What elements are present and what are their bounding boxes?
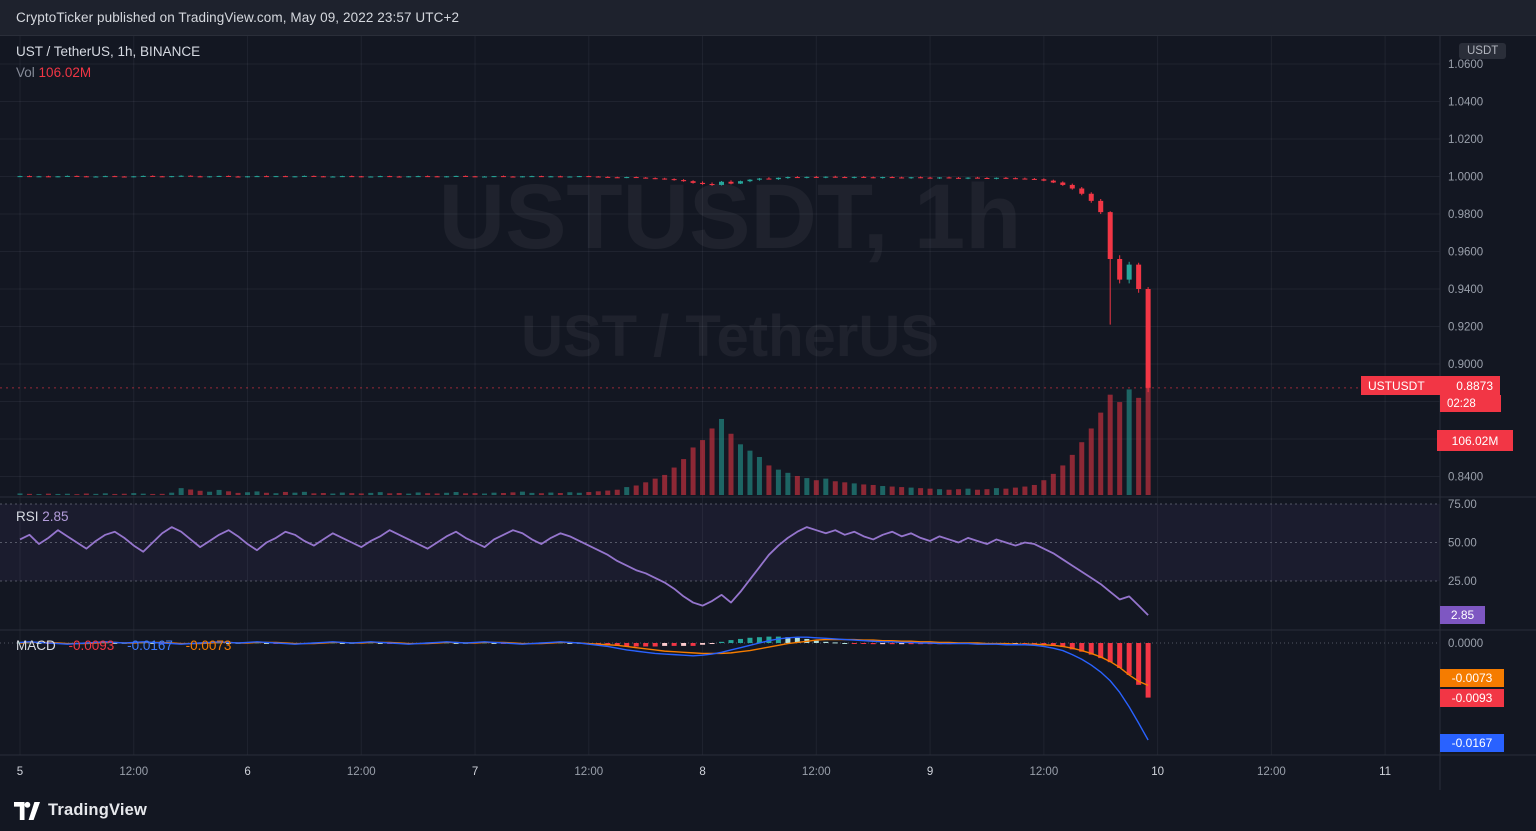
svg-text:8: 8 xyxy=(699,766,705,778)
svg-text:6: 6 xyxy=(244,766,250,778)
volume-legend[interactable]: Vol 106.02M xyxy=(16,65,91,80)
macd-legend-signal-value: -0.0073 xyxy=(185,638,232,653)
svg-text:0.9800: 0.9800 xyxy=(1448,209,1483,221)
svg-text:0.9200: 0.9200 xyxy=(1448,322,1483,334)
svg-text:1.0000: 1.0000 xyxy=(1448,172,1483,184)
chart-svg[interactable]: USTUSDT, 1h UST / TetherUS 1.0600 1.0400 1.0… xyxy=(0,36,1536,790)
header-bar: CryptoTicker published on TradingView.co… xyxy=(0,0,1536,36)
rsi-legend-label: RSI xyxy=(16,509,39,524)
svg-text:12:00: 12:00 xyxy=(1029,766,1058,778)
svg-text:10: 10 xyxy=(1151,766,1164,778)
candle-countdown-badge: 02:28 xyxy=(1440,395,1501,412)
svg-text:UST / TetherUS: UST / TetherUS xyxy=(521,304,939,369)
svg-text:11: 11 xyxy=(1379,766,1391,778)
header-attribution: CryptoTicker published on TradingView.co… xyxy=(16,10,460,25)
footer-bar: TradingView xyxy=(0,790,1536,831)
svg-text:50.00: 50.00 xyxy=(1448,538,1477,550)
svg-text:0.0000: 0.0000 xyxy=(1448,638,1483,650)
candle-countdown-value: 02:28 xyxy=(1447,397,1476,410)
svg-text:USTUSDT, 1h: USTUSDT, 1h xyxy=(439,166,1022,268)
volume-legend-value: 106.02M xyxy=(38,65,92,80)
currency-unit-label: USDT xyxy=(1467,45,1499,57)
svg-text:0.8400: 0.8400 xyxy=(1448,472,1483,484)
svg-text:12:00: 12:00 xyxy=(1257,766,1286,778)
svg-text:1.0600: 1.0600 xyxy=(1448,59,1483,71)
svg-text:1.0400: 1.0400 xyxy=(1448,97,1483,109)
rsi-legend-value: 2.85 xyxy=(42,509,69,524)
tradingview-logo-icon xyxy=(14,801,40,820)
svg-text:9: 9 xyxy=(927,766,933,778)
macd-legend-line-value: -0.0167 xyxy=(127,638,173,653)
volume-legend-label: Vol xyxy=(16,65,35,80)
tradingview-wordmark: TradingView xyxy=(48,801,148,819)
symbol-legend[interactable]: UST / TetherUS, 1h, BINANCE xyxy=(16,44,200,59)
svg-text:5: 5 xyxy=(17,766,23,778)
macd-line-badge: -0.0167 xyxy=(1440,734,1504,752)
macd-line-badge-value: -0.0167 xyxy=(1451,736,1493,750)
macd-signal-badge-value: -0.0073 xyxy=(1451,671,1493,685)
svg-text:25.00: 25.00 xyxy=(1448,576,1477,588)
last-price-symbol: USTUSDT xyxy=(1368,378,1425,393)
macd-legend[interactable]: MACD -0.0093 -0.0167 -0.0073 xyxy=(16,638,240,653)
time-scale[interactable] xyxy=(0,755,1440,790)
svg-text:12:00: 12:00 xyxy=(347,766,376,778)
macd-histogram-badge-value: -0.0093 xyxy=(1451,691,1493,705)
svg-text:0.9600: 0.9600 xyxy=(1448,247,1483,259)
rsi-badge-value: 2.85 xyxy=(1450,608,1475,622)
svg-text:12:00: 12:00 xyxy=(802,766,831,778)
svg-text:12:00: 12:00 xyxy=(119,766,148,778)
macd-signal-badge: -0.0073 xyxy=(1440,669,1504,687)
macd-histogram-badge: -0.0093 xyxy=(1440,689,1504,707)
svg-text:75.00: 75.00 xyxy=(1448,499,1477,511)
svg-text:12:00: 12:00 xyxy=(574,766,603,778)
svg-text:7: 7 xyxy=(472,766,478,778)
volume-badge-value: 106.02M xyxy=(1451,433,1499,448)
last-price-value: 0.8873 xyxy=(1456,378,1493,393)
svg-text:0.9400: 0.9400 xyxy=(1448,284,1483,296)
svg-text:0.9000: 0.9000 xyxy=(1448,359,1483,371)
tradingview-logo-link[interactable]: TradingView xyxy=(14,801,147,821)
rsi-legend[interactable]: RSI 2.85 xyxy=(16,509,69,524)
symbol-legend-text: UST / TetherUS, 1h, BINANCE xyxy=(16,44,201,59)
volume-value-badge: 106.02M xyxy=(1437,430,1513,451)
rsi-value-badge: 2.85 xyxy=(1440,606,1485,624)
macd-legend-label: MACD xyxy=(16,638,56,653)
macd-legend-hist-value: -0.0093 xyxy=(68,638,115,653)
svg-text:1.0200: 1.0200 xyxy=(1448,134,1483,146)
currency-unit-button[interactable]: USDT xyxy=(1459,43,1507,59)
last-price-badge: USTUSDT 0.8873 xyxy=(1361,376,1500,395)
